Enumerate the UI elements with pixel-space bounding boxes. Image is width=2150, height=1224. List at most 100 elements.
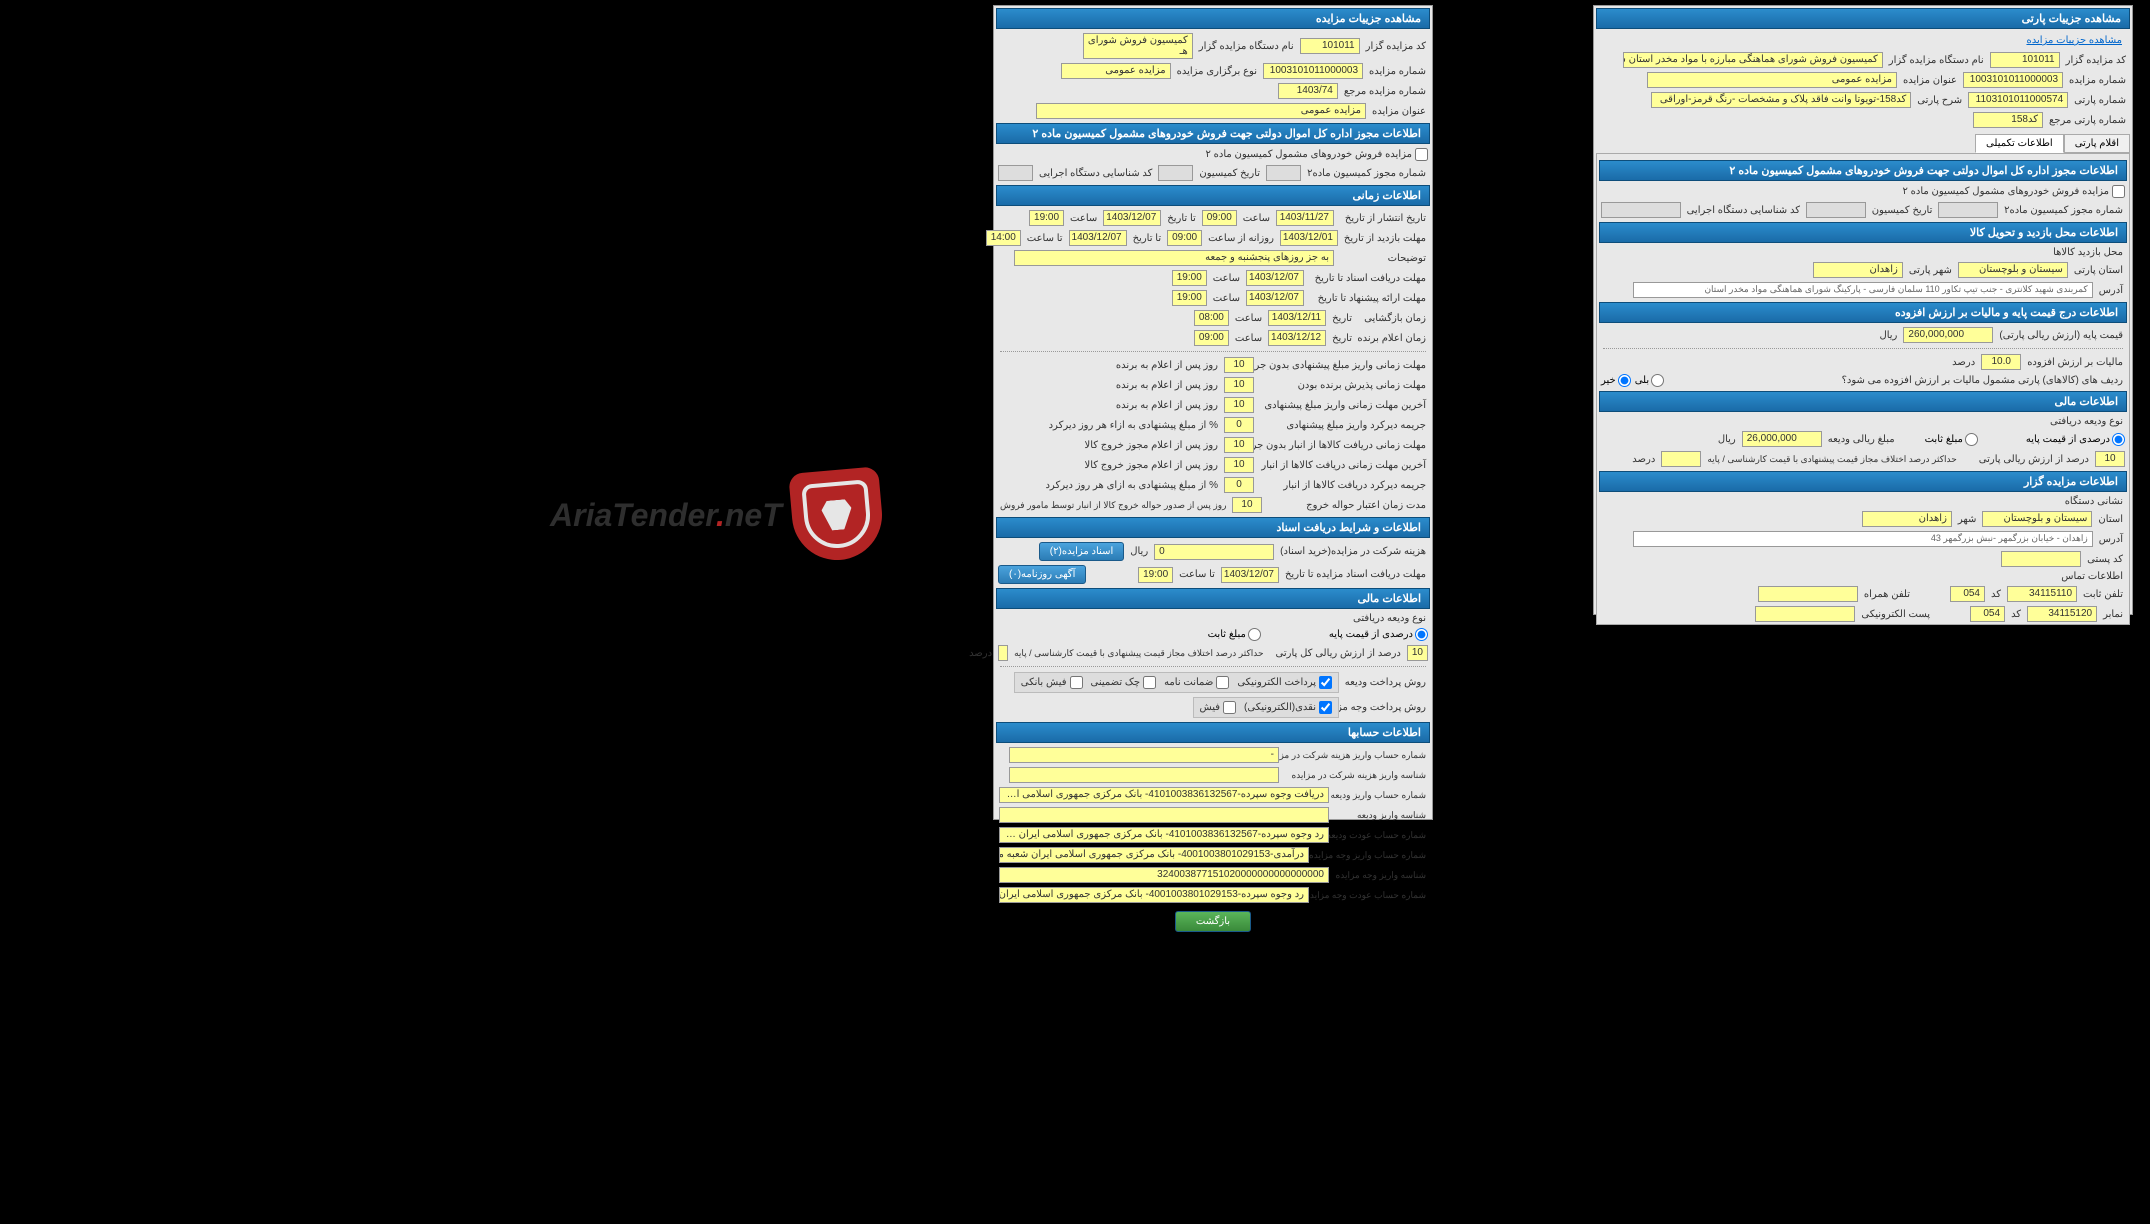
- hdr-l-visit: اطلاعات محل بازدید و تحویل کالا: [1599, 222, 2127, 243]
- lbl-maxdiff: حداکثر درصد اختلاف مجاز قیمت پیشنهادی با…: [1012, 648, 1265, 659]
- val-visit-from: 1403/12/01: [1280, 230, 1338, 246]
- lbl-p7: جریمه دیرکرد دریافت کالاها از انبار: [1258, 480, 1428, 491]
- val-phone: 34115110: [2007, 586, 2077, 602]
- lbl-pub-from: تاریخ انتشار از تاریخ: [1338, 213, 1428, 224]
- unit-p4: % از مبلغ پیشنهادی به ازاء هر روز دیرکرد: [1047, 420, 1220, 431]
- val-l-lotdesc: کد158-تویوتا وانت فاقد پلاک و مشخصات -رن…: [1651, 92, 1911, 108]
- chk-check[interactable]: چک تضمینی: [1091, 676, 1157, 689]
- hdr-l-org: اطلاعات مزایده گزار: [1599, 471, 2127, 492]
- chk-slip2[interactable]: فیش: [1200, 701, 1237, 714]
- rad-pct[interactable]: درصدی از قیمت پایه: [1329, 628, 1428, 641]
- chk-slip[interactable]: فیش بانکی: [1021, 676, 1083, 689]
- hdr-docs: اطلاعات و شرایط دریافت اسناد: [996, 517, 1430, 538]
- val-l-name: کمیسیون فروش شورای هماهنگی مبارزه با موا…: [1623, 52, 1883, 68]
- val-permit-date: [1158, 165, 1193, 181]
- lbl-l-addr: آدرس: [2097, 285, 2125, 296]
- val-p2: 10: [1224, 377, 1254, 393]
- val-org-city: زاهدان: [1862, 511, 1952, 527]
- lbl-p1: مهلت زمانی واریز مبلغ پیشنهادی بدون جریم…: [1258, 360, 1428, 371]
- val-l-lotno: 1103101011000574: [1968, 92, 2068, 108]
- lbl-vat: مالیات بر ارزش افزوده: [2025, 357, 2125, 368]
- lbl-phone: تلفن ثابت: [2081, 589, 2125, 600]
- rad-yes[interactable]: بلی: [1635, 374, 1664, 387]
- val-a3: دریافت وجوه سپرده-4101003836132567- بانک…: [999, 787, 1329, 803]
- lbl-l-auctitle: عنوان مزایده: [1901, 75, 1959, 86]
- val-l-province: سیستان و بلوچستان: [1958, 262, 2068, 278]
- chk-cash[interactable]: نقدی(الکترونیکی): [1244, 701, 1332, 714]
- lbl-exec-code: کد شناسایی دستگاه اجرایی: [1037, 168, 1154, 179]
- hdr-l-price: اطلاعات درج قیمت پایه و مالیات بر ارزش ا…: [1599, 302, 2127, 323]
- rad-fixed-input[interactable]: [1248, 628, 1261, 641]
- lbl-winner-time: زمان اعلام برنده: [1358, 333, 1428, 344]
- lbl-l-permitno: شماره مجوز کمیسیون ماده۲: [2002, 205, 2125, 216]
- tab-lot-items[interactable]: اقلام پارتی: [2064, 134, 2130, 153]
- val-a7: 324003877151020000000000000000: [999, 867, 1329, 883]
- lbl-auction-type: نوع برگزاری مزایده: [1175, 66, 1259, 77]
- lbl-l-execcode: کد شناسایی دستگاه اجرایی: [1685, 205, 1802, 216]
- val-l-maxdiff: [1661, 451, 1701, 467]
- hdr-auction-details: مشاهده جزییات مزایده: [996, 8, 1430, 29]
- rad-l-fixed[interactable]: مبلغ ثابت: [1925, 433, 1978, 446]
- val-a1: -: [1009, 747, 1279, 763]
- lbl-p8: مدت زمان اعتبار حواله خروج: [1266, 500, 1428, 511]
- unit-depamt: ریال: [1716, 434, 1738, 445]
- val-org-addr2: زاهدان - خیابان بزرگمهر -نبش بزرگمهر 43: [1633, 531, 2093, 547]
- val-fee: 0: [1154, 544, 1274, 560]
- btn-return[interactable]: بازگشت: [1175, 911, 1251, 932]
- val-p8: 10: [1232, 497, 1261, 513]
- val-l-pct: 10: [2095, 451, 2125, 467]
- val-l-execcode: [1601, 202, 1681, 218]
- lbl-a7: شناسه واریز وجه مزایده: [1333, 870, 1428, 881]
- val-l-lotref: کد158: [1973, 112, 2043, 128]
- link-view-auction[interactable]: مشاهده جزییات مزایده: [2020, 33, 2128, 48]
- chk-guarantee[interactable]: ضمانت نامه: [1164, 676, 1229, 689]
- lbl-depamt: مبلغ ریالی ودیعه: [1826, 434, 1897, 445]
- val-pcode: 054: [1950, 586, 1985, 602]
- val-l-permitdate: [1806, 202, 1866, 218]
- tab-extra-info[interactable]: اطلاعات تکمیلی: [1975, 134, 2064, 153]
- rad-pct-input[interactable]: [1415, 628, 1428, 641]
- lbl-open-date: تاریخ: [1330, 313, 1354, 324]
- lbl-permit-date: تاریخ کمیسیون: [1197, 168, 1262, 179]
- unit-p1: روز پس از اعلام به برنده: [1114, 360, 1220, 371]
- lbl-a3: شماره حساب واریز ودیعه: [1333, 790, 1428, 801]
- val-l-code: 101011: [1990, 52, 2060, 68]
- lbl-vatq: ردیف های (کالاهای) پارتی مشمول مالیات بر…: [1840, 375, 2125, 386]
- val-offer-hour: 19:00: [1172, 290, 1207, 306]
- chk-l-commission[interactable]: مزایده فروش خودروهای مشمول کمیسیون ماده …: [1902, 185, 2125, 198]
- lbl-pay-auc: روش پرداخت وجه مزایده: [1343, 702, 1428, 713]
- chk-commission[interactable]: مزایده فروش خودروهای مشمول کمیسیون ماده …: [1205, 148, 1428, 161]
- lbl-a1: شماره حساب واریز هزینه شرکت در مزایده: [1283, 750, 1428, 761]
- lbl-pay-dep: روش پرداخت ودیعه: [1343, 677, 1428, 688]
- lbl-l-province: استان پارتی: [2072, 265, 2125, 276]
- watermark-logo-icon: [788, 466, 886, 564]
- val-p5: 10: [1224, 437, 1254, 453]
- lbl-offer-deadline: مهلت ارائه پیشنهاد تا تاریخ: [1308, 293, 1428, 304]
- chk-commission-input[interactable]: [1415, 148, 1428, 161]
- lbl-p3: آخرین مهلت زمانی واریز مبلغ پیشنهادی: [1258, 400, 1428, 411]
- lbl-l-lotref: شماره پارتی مرجع: [2047, 115, 2128, 126]
- rad-no[interactable]: خیر: [1601, 374, 1631, 387]
- rad-fixed[interactable]: مبلغ ثابت: [1208, 628, 1261, 641]
- pay-dep-group: پرداخت الکترونیکی ضمانت نامه چک تضمینی ف…: [1014, 672, 1339, 693]
- lbl-pct: درصد از ارزش ریالی کل پارتی: [1274, 648, 1403, 659]
- val-p6: 10: [1224, 457, 1254, 473]
- val-pub-hour: 09:00: [1202, 210, 1237, 226]
- val-notes: به جز روزهای پنجشنبه و جمعه: [1014, 250, 1334, 266]
- val-winner-hour: 09:00: [1194, 330, 1229, 346]
- val-winner-date: 1403/12/12: [1268, 330, 1326, 346]
- btn-newspaper[interactable]: آگهی روزنامه(۰): [998, 565, 1086, 584]
- val-pub-to: 1403/12/07: [1103, 210, 1161, 226]
- chk-epay[interactable]: پرداخت الکترونیکی: [1237, 676, 1332, 689]
- lbl-fcode: کد: [2009, 609, 2023, 620]
- lbl-p6: آخرین مهلت زمانی دریافت کالاها از انبار: [1258, 460, 1428, 471]
- lbl-org-city: شهر: [1956, 514, 1979, 525]
- btn-auction-docs[interactable]: اسناد مزایده(۲): [1039, 542, 1124, 561]
- lbl-org-addr: نشانی دستگاه: [2063, 496, 2125, 507]
- lbl-mobile: تلفن همراه: [1862, 589, 1912, 600]
- unit-maxdiff: درصد: [967, 648, 994, 659]
- lbl-email: پست الکترونیکی: [1859, 609, 1932, 620]
- lbl-l-name: نام دستگاه مزایده گزار: [1887, 55, 1986, 66]
- lbl-auctioneer-name: نام دستگاه مزایده گزار: [1197, 41, 1296, 52]
- rad-l-pct[interactable]: درصدی از قیمت پایه: [2026, 433, 2125, 446]
